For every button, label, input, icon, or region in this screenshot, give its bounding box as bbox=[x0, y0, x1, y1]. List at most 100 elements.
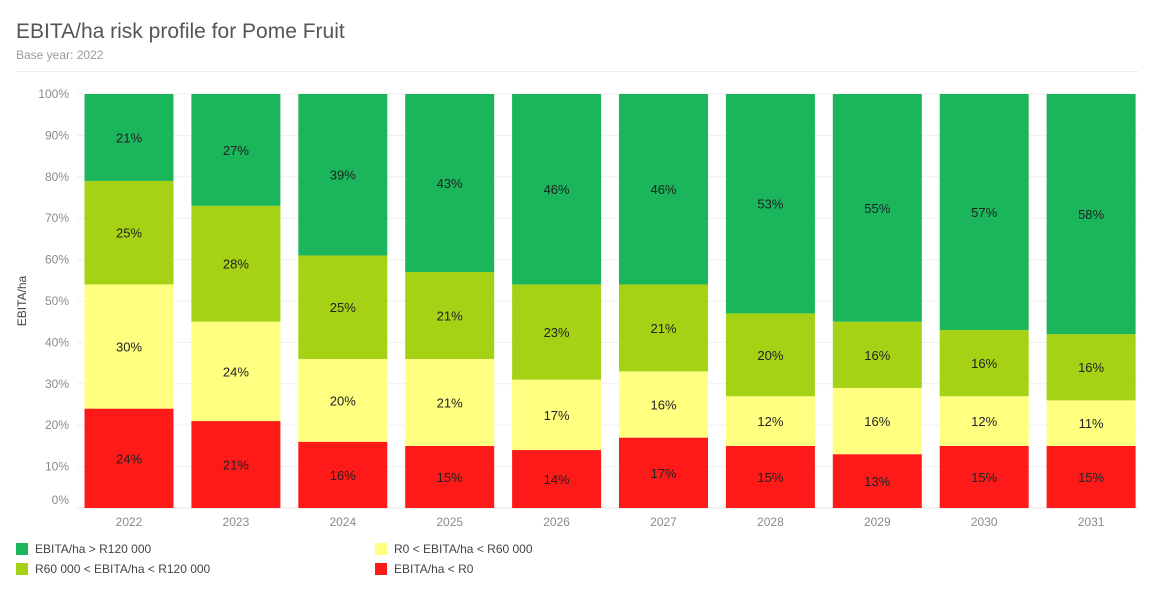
data-label: 46% bbox=[544, 182, 570, 197]
data-label: 13% bbox=[864, 474, 890, 489]
bar-segment bbox=[405, 445, 495, 508]
data-label: 39% bbox=[330, 168, 356, 183]
data-label: 21% bbox=[116, 130, 142, 145]
y-tick-label: 100% bbox=[38, 87, 69, 101]
data-label: 23% bbox=[544, 325, 570, 340]
bar-segment bbox=[298, 94, 388, 256]
y-tick-label: 20% bbox=[45, 418, 69, 432]
data-label: 14% bbox=[544, 472, 570, 487]
y-tick-label: 70% bbox=[45, 211, 69, 225]
x-tick-label: 2026 bbox=[543, 515, 570, 529]
bar-segment bbox=[619, 284, 708, 372]
data-label: 12% bbox=[757, 414, 783, 429]
bar-segment bbox=[405, 358, 495, 446]
legend-label: EBITA/ha > R120 000 bbox=[35, 542, 152, 556]
data-label: 16% bbox=[1078, 360, 1104, 375]
bar-segment bbox=[619, 371, 708, 438]
y-tick-label: 80% bbox=[45, 170, 69, 184]
chart-title: EBITA/ha risk profile for Pome Fruit bbox=[16, 20, 345, 43]
x-tick-label: 2030 bbox=[971, 515, 998, 529]
bar-segment bbox=[939, 329, 1029, 397]
x-tick-label: 2023 bbox=[223, 515, 250, 529]
data-label: 15% bbox=[437, 470, 463, 485]
x-tick-label: 2025 bbox=[436, 515, 463, 529]
x-tick-label: 2027 bbox=[650, 515, 677, 529]
data-label: 24% bbox=[223, 364, 249, 379]
bar-segment bbox=[191, 321, 281, 422]
bar-segment bbox=[619, 94, 708, 285]
bar-segment bbox=[832, 387, 922, 455]
data-label: 21% bbox=[437, 395, 463, 410]
x-tick-label: 2024 bbox=[329, 515, 356, 529]
data-label: 53% bbox=[757, 197, 783, 212]
bar-segment bbox=[1046, 400, 1136, 446]
y-tick-label: 50% bbox=[45, 294, 69, 308]
bar-segment bbox=[725, 396, 815, 446]
y-tick-label: 10% bbox=[45, 460, 69, 474]
bar-segment bbox=[939, 94, 1029, 330]
x-tick-label: 2031 bbox=[1078, 515, 1105, 529]
data-label: 15% bbox=[1078, 470, 1104, 485]
bar-segment bbox=[1046, 334, 1136, 401]
data-label: 16% bbox=[971, 356, 997, 371]
bar-segment bbox=[84, 408, 174, 508]
data-label: 21% bbox=[437, 308, 463, 323]
data-label: 20% bbox=[757, 348, 783, 363]
bar-segment bbox=[939, 396, 1029, 446]
data-label: 55% bbox=[864, 201, 890, 216]
data-label: 16% bbox=[864, 348, 890, 363]
bar-segment bbox=[832, 454, 922, 508]
legend-item-green[interactable]: EBITA/ha > R120 000 bbox=[16, 542, 151, 556]
data-label: 30% bbox=[116, 340, 142, 355]
y-tick-label: 90% bbox=[45, 128, 69, 142]
bar-segment bbox=[1046, 445, 1136, 508]
bar-segment bbox=[298, 358, 388, 442]
data-label: 25% bbox=[330, 300, 356, 315]
bar-segment bbox=[512, 94, 602, 285]
data-label: 43% bbox=[437, 176, 463, 191]
legend-swatch bbox=[16, 563, 28, 575]
bar-segment bbox=[84, 284, 174, 409]
data-label: 16% bbox=[330, 468, 356, 483]
legend-label: R60 000 < EBITA/ha < R120 000 bbox=[35, 562, 211, 576]
legend-item-red[interactable]: EBITA/ha < R0 bbox=[375, 562, 473, 576]
data-label: 21% bbox=[650, 321, 676, 336]
data-label: 46% bbox=[650, 182, 676, 197]
data-label: 28% bbox=[223, 257, 249, 272]
bar-segment bbox=[191, 421, 281, 508]
data-label: 15% bbox=[757, 470, 783, 485]
legend-item-lime[interactable]: R60 000 < EBITA/ha < R120 000 bbox=[16, 562, 210, 576]
x-tick-label: 2029 bbox=[864, 515, 891, 529]
bar-segment bbox=[298, 255, 388, 359]
bar-segment bbox=[512, 450, 602, 508]
x-tick-label: 2028 bbox=[757, 515, 784, 529]
y-tick-label: 40% bbox=[45, 335, 69, 349]
data-label: 57% bbox=[971, 205, 997, 220]
data-label: 11% bbox=[1079, 416, 1104, 431]
legend-label: R0 < EBITA/ha < R60 000 bbox=[394, 542, 533, 556]
data-label: 27% bbox=[223, 143, 249, 158]
legend-item-yellow[interactable]: R0 < EBITA/ha < R60 000 bbox=[375, 542, 533, 556]
bar-segment bbox=[725, 94, 815, 314]
data-label: 16% bbox=[650, 398, 676, 413]
title-divider bbox=[16, 71, 1138, 72]
bar-segment bbox=[512, 379, 602, 451]
bar-segment bbox=[191, 94, 281, 206]
bar-segment bbox=[725, 445, 815, 508]
legend-swatch bbox=[375, 563, 387, 575]
bar-segment bbox=[832, 94, 922, 322]
chart-subtitle: Base year: 2022 bbox=[16, 48, 104, 62]
bar-segment bbox=[512, 284, 602, 380]
data-label: 21% bbox=[223, 458, 249, 473]
bar-segment bbox=[832, 321, 922, 388]
legend-swatch bbox=[16, 543, 28, 555]
x-tick-label: 2022 bbox=[116, 515, 143, 529]
bar-segment bbox=[1046, 94, 1136, 335]
bar-segment bbox=[725, 313, 815, 397]
stacked-bar-chart: 0% 10% 20% 30% 40% 50% 60% 70% 80% 90% 100% EBITA/h… bbox=[15, 87, 1138, 529]
data-label: 12% bbox=[971, 414, 997, 429]
data-label: 24% bbox=[116, 451, 142, 466]
data-label: 16% bbox=[864, 414, 890, 429]
legend-swatch bbox=[375, 543, 387, 555]
bar-segment bbox=[84, 180, 174, 285]
